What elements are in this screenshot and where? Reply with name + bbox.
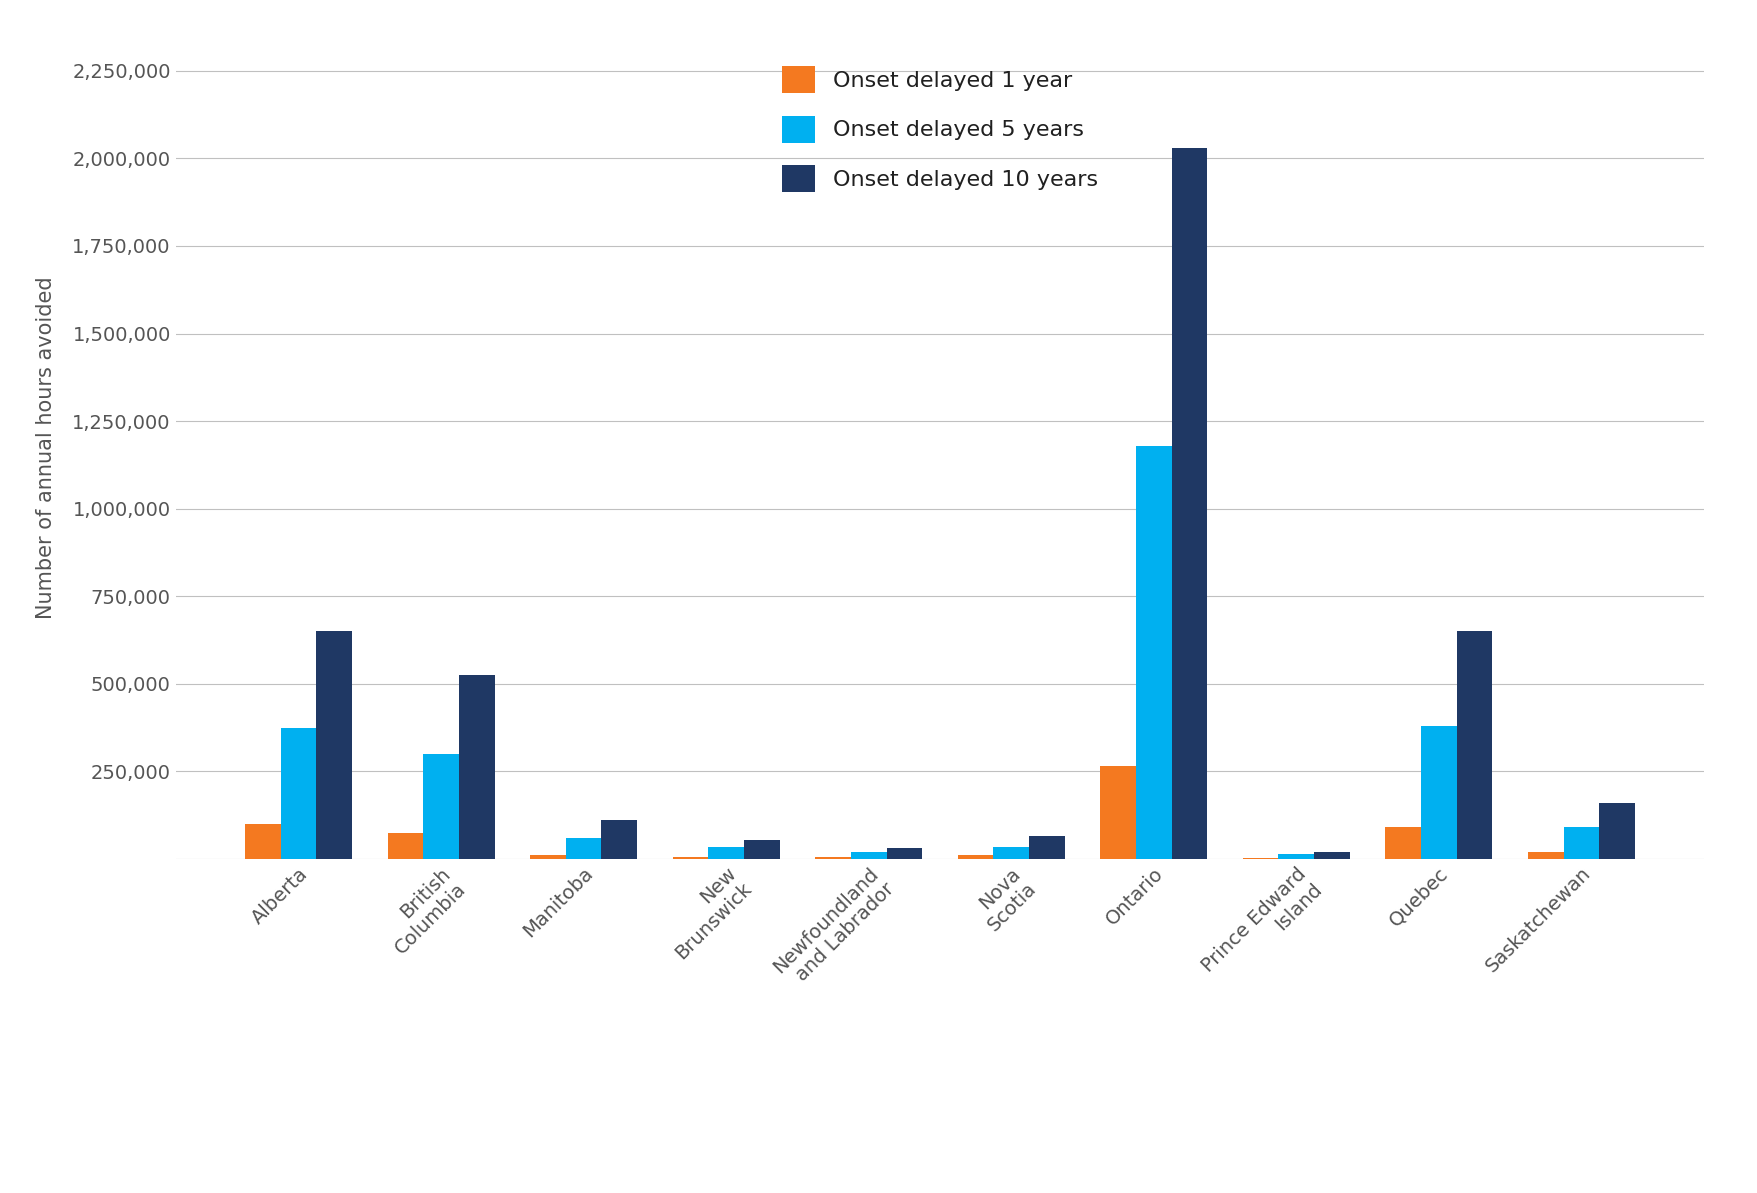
Bar [423, 754, 459, 859]
Bar [743, 840, 780, 859]
Bar [566, 837, 601, 859]
Bar [1172, 148, 1207, 859]
Bar [1457, 631, 1492, 859]
Bar [1137, 446, 1172, 859]
Bar [708, 847, 743, 859]
Bar [850, 852, 887, 859]
Bar [1314, 852, 1349, 859]
Bar [993, 847, 1030, 859]
Bar [388, 833, 423, 859]
Bar [246, 824, 281, 859]
Bar [1599, 803, 1634, 859]
Bar [958, 855, 993, 859]
Bar [601, 821, 638, 859]
Bar [815, 858, 850, 859]
Bar [459, 675, 495, 859]
Bar [1421, 725, 1457, 859]
Bar [673, 858, 708, 859]
Bar [531, 855, 566, 859]
Bar [1100, 766, 1137, 859]
Bar [1529, 852, 1564, 859]
Bar [887, 848, 922, 859]
Bar [1030, 836, 1065, 859]
Bar [1564, 828, 1599, 859]
Bar [1279, 854, 1314, 859]
Bar [316, 631, 351, 859]
Bar [281, 728, 316, 859]
Legend: Onset delayed 1 year, Onset delayed 5 years, Onset delayed 10 years: Onset delayed 1 year, Onset delayed 5 ye… [771, 55, 1109, 203]
Y-axis label: Number of annual hours avoided: Number of annual hours avoided [35, 276, 56, 619]
Bar [1385, 828, 1421, 859]
